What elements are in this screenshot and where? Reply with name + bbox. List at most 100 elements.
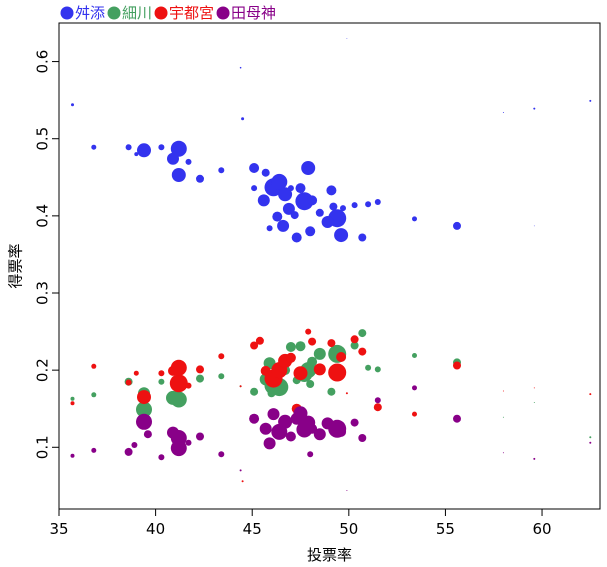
data-point [306, 380, 315, 388]
data-point [239, 66, 242, 69]
data-point [533, 457, 536, 460]
data-point [134, 152, 139, 157]
data-point [291, 232, 302, 243]
data-point [358, 329, 367, 338]
data-point [305, 328, 312, 335]
data-point [346, 38, 348, 39]
x-tick-label: 60 [532, 520, 551, 538]
legend-marker [216, 6, 230, 20]
data-point [327, 339, 336, 348]
data-point [91, 392, 97, 398]
data-point [340, 205, 346, 212]
data-point [345, 392, 348, 395]
x-tick-label: 40 [146, 520, 165, 538]
data-point [350, 335, 359, 344]
data-point [358, 434, 367, 442]
data-point [70, 453, 75, 458]
data-point [125, 144, 132, 151]
data-point [321, 216, 334, 228]
legend-label: 田母神 [231, 4, 276, 22]
y-tick-label: 0.5 [34, 127, 52, 151]
data-point [334, 228, 349, 243]
data-point [136, 413, 152, 430]
data-point [196, 374, 204, 383]
data-point [308, 337, 317, 346]
data-point [158, 370, 165, 377]
data-point [373, 403, 382, 412]
series-4 [70, 385, 592, 491]
x-tick-label: 55 [436, 520, 455, 538]
data-point [125, 379, 132, 386]
data-point [185, 158, 192, 165]
data-point [502, 390, 504, 392]
data-point [453, 361, 461, 370]
data-point [307, 451, 314, 458]
data-point [365, 201, 372, 208]
data-point [295, 183, 306, 194]
data-point [326, 185, 337, 196]
data-point [259, 422, 272, 435]
data-point [412, 216, 417, 222]
data-point [249, 163, 260, 173]
data-point [453, 414, 461, 423]
data-point [250, 341, 259, 350]
data-point [336, 352, 347, 362]
data-point [374, 366, 381, 373]
data-point [131, 442, 138, 448]
data-point [261, 168, 270, 177]
legend-marker [107, 6, 121, 20]
data-point [412, 385, 417, 391]
data-point [241, 117, 245, 121]
data-point [412, 411, 417, 417]
data-point [327, 387, 336, 396]
data-point [263, 437, 276, 450]
data-point [315, 208, 324, 217]
data-point [124, 447, 133, 456]
data-point [196, 174, 204, 183]
legend-label: 細川 [122, 4, 152, 22]
data-point [218, 451, 225, 458]
data-point [350, 418, 359, 427]
legend-label: 舛添 [75, 4, 105, 22]
data-point [358, 233, 367, 242]
data-point [350, 341, 359, 350]
x-axis-label: 投票率 [307, 546, 352, 564]
data-point [251, 185, 258, 192]
legend-label: 宇都宮 [169, 4, 214, 22]
data-point [589, 393, 592, 396]
data-point [158, 378, 165, 385]
legend-marker [154, 6, 168, 20]
y-tick-label: 0.1 [34, 435, 52, 459]
data-point [301, 161, 316, 175]
data-point [170, 359, 187, 376]
points-layer [70, 38, 592, 491]
data-point [250, 387, 259, 396]
data-point [589, 441, 592, 444]
data-point [328, 363, 347, 382]
data-point [307, 195, 318, 206]
data-point [290, 211, 299, 220]
data-point [218, 373, 225, 380]
data-point [374, 397, 381, 404]
data-point [313, 363, 326, 376]
data-point [170, 391, 187, 408]
x-tick-label: 35 [49, 520, 68, 538]
data-point [346, 490, 348, 491]
data-point [278, 187, 293, 202]
data-point [249, 413, 260, 424]
data-point [255, 336, 264, 345]
y-tick-label: 0.6 [34, 50, 52, 74]
data-point [158, 144, 165, 151]
data-point [285, 352, 296, 363]
data-point [185, 439, 192, 446]
plot-frame [58, 22, 601, 510]
data-point [351, 202, 358, 209]
data-point [295, 341, 306, 352]
data-point [307, 356, 318, 367]
data-point [293, 406, 308, 421]
data-point [358, 347, 367, 356]
data-point [293, 366, 308, 381]
data-point [91, 144, 97, 150]
legend: 舛添 細川 宇都宮 田母神 [60, 4, 276, 22]
